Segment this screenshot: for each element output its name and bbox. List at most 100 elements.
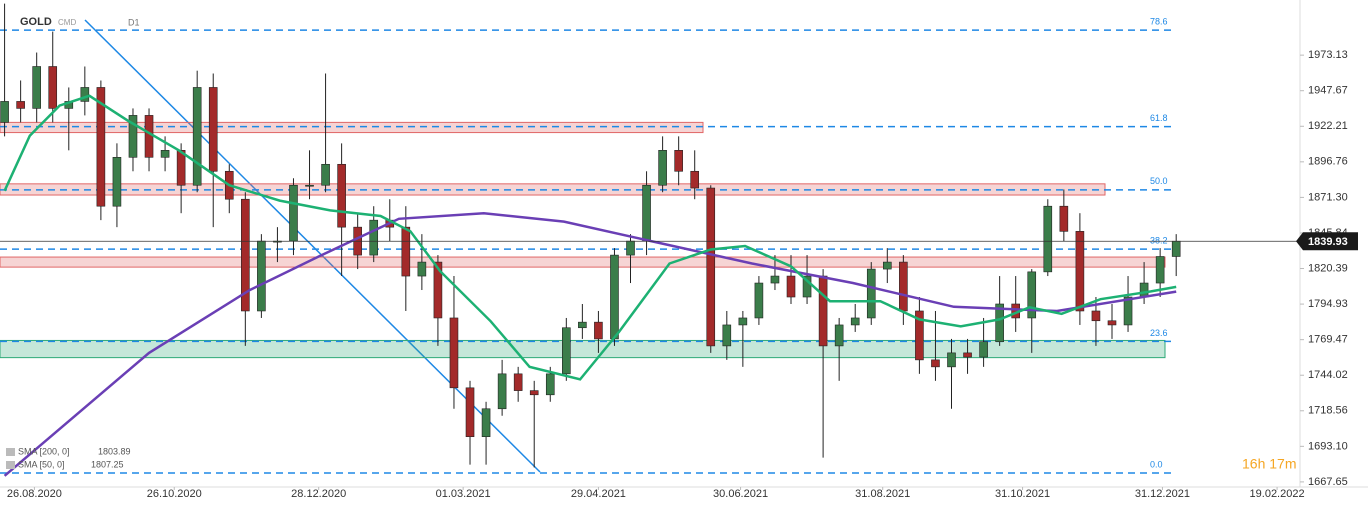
candle-body xyxy=(497,373,507,410)
candle-body xyxy=(802,275,812,298)
candle-body xyxy=(850,317,860,326)
y-tick-label: 1718.56 xyxy=(1308,405,1348,417)
candle-body xyxy=(144,115,154,158)
y-tick-label: 1667.65 xyxy=(1308,476,1348,488)
price-label: 1839.93 xyxy=(1308,236,1348,248)
candle-body xyxy=(658,150,667,186)
candle-body xyxy=(1123,296,1133,326)
y-tick-label: 1744.02 xyxy=(1308,369,1348,381)
candle-body xyxy=(706,187,716,347)
y-tick-label: 1820.39 xyxy=(1308,262,1348,274)
candle-body xyxy=(931,359,940,368)
candle-body xyxy=(866,268,876,319)
trend-line xyxy=(84,19,541,473)
candle-body xyxy=(626,240,635,256)
legend-name: SMA [200, 0] xyxy=(18,446,70,456)
candle-body xyxy=(562,327,571,375)
candle-body xyxy=(883,261,892,270)
x-tick-label: 26.08.2020 xyxy=(7,488,62,500)
candle-body xyxy=(754,282,764,319)
candle-body xyxy=(401,226,411,277)
candle-body xyxy=(915,310,924,361)
candle-body xyxy=(433,261,443,319)
candle-body xyxy=(594,321,603,340)
candle-body xyxy=(690,170,700,189)
fib-label: 0.0 xyxy=(1150,459,1163,469)
candle-body xyxy=(995,303,1004,343)
candle-body xyxy=(947,352,956,368)
candle-body xyxy=(289,184,298,242)
y-tick-label: 1871.30 xyxy=(1308,191,1348,203)
market: CMD xyxy=(58,18,76,27)
candle-body xyxy=(722,324,732,347)
candle-body xyxy=(545,373,555,396)
x-tick-label: 01.03.2021 xyxy=(436,488,491,500)
candle-body xyxy=(529,390,539,396)
candle-body xyxy=(80,87,90,102)
candle-body xyxy=(257,240,266,312)
countdown: 16h 17m xyxy=(1242,456,1296,472)
candle-body xyxy=(192,87,202,186)
fib-label: 61.8 xyxy=(1150,113,1168,123)
zone xyxy=(0,256,1166,268)
x-tick-label: 31.12.2021 xyxy=(1135,488,1190,500)
candle-body xyxy=(176,150,186,186)
y-tick-label: 1947.67 xyxy=(1308,85,1348,97)
legend-icon xyxy=(6,461,15,469)
candle-body xyxy=(321,163,330,186)
candle-body xyxy=(208,87,218,172)
candle-body xyxy=(128,115,138,158)
y-tick-label: 1769.47 xyxy=(1308,334,1348,346)
candle-body xyxy=(1171,240,1181,257)
timeframe: D1 xyxy=(128,17,140,27)
candle-body xyxy=(1139,282,1149,298)
y-tick-label: 1794.93 xyxy=(1308,298,1348,310)
legend-value: 1803.89 xyxy=(98,446,131,456)
candle-body xyxy=(241,198,250,312)
candle-body xyxy=(96,87,106,207)
candle-body xyxy=(1075,231,1085,312)
candle-body xyxy=(1059,205,1069,232)
candle-body xyxy=(963,352,972,358)
fib-label: 38.2 xyxy=(1150,235,1168,245)
candle-body xyxy=(610,254,619,340)
x-tick-label: 29.04.2021 xyxy=(571,488,626,500)
x-tick-label: 30.06.2021 xyxy=(713,488,768,500)
candle-body xyxy=(481,408,491,438)
x-tick-label: 28.12.2020 xyxy=(291,488,346,500)
zone xyxy=(0,121,704,134)
candle-body xyxy=(112,157,122,207)
candle-body xyxy=(160,150,170,158)
x-tick-label: 31.08.2021 xyxy=(855,488,910,500)
candle-body xyxy=(1027,271,1037,319)
candle-body xyxy=(465,387,475,438)
candle-body xyxy=(449,317,459,389)
sma-line xyxy=(3,211,1177,477)
candle-body xyxy=(305,184,314,187)
candle-body xyxy=(513,373,523,391)
candle-body xyxy=(0,101,9,123)
legend-icon xyxy=(6,448,15,456)
candle-body xyxy=(979,341,988,358)
candle-body xyxy=(417,261,427,277)
y-tick-label: 1896.76 xyxy=(1308,156,1348,168)
candle-body xyxy=(1107,320,1117,326)
x-tick-label: 31.10.2021 xyxy=(995,488,1050,500)
candle-body xyxy=(738,317,748,326)
y-tick-label: 1973.13 xyxy=(1308,49,1348,61)
legend-value: 1807.25 xyxy=(91,459,124,469)
candle-body xyxy=(786,275,796,298)
x-tick-label: 26.10.2020 xyxy=(147,488,202,500)
candle-body xyxy=(834,324,844,347)
candle-body xyxy=(642,184,651,242)
sma-line xyxy=(3,94,1177,381)
zone xyxy=(0,339,1166,359)
price-badge xyxy=(1296,232,1358,251)
candle-body xyxy=(674,150,683,172)
candle-body xyxy=(818,275,828,347)
y-tick-label: 1693.10 xyxy=(1308,440,1348,452)
candle-body xyxy=(1043,205,1053,273)
symbol: GOLD xyxy=(20,16,52,28)
